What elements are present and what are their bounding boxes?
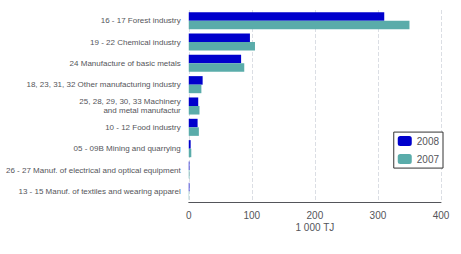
- svg-text:13 - 15 Manuf. of textiles and: 13 - 15 Manuf. of textiles and wearing a…: [18, 187, 181, 196]
- svg-text:100: 100: [243, 210, 260, 221]
- svg-text:05 - 09B Mining and quarrying: 05 - 09B Mining and quarrying: [74, 144, 181, 153]
- svg-text:and metal manufactur: and metal manufactur: [103, 106, 181, 115]
- svg-text:2008: 2008: [417, 136, 440, 147]
- svg-text:1 000 TJ: 1 000 TJ: [296, 222, 335, 233]
- svg-text:25, 28, 29, 30, 33 Machinery: 25, 28, 29, 30, 33 Machinery: [79, 97, 180, 106]
- svg-text:2007: 2007: [417, 154, 440, 165]
- svg-text:400: 400: [433, 210, 450, 221]
- svg-text:300: 300: [370, 210, 387, 221]
- svg-text:19 - 22 Chemical industry: 19 - 22 Chemical industry: [90, 38, 181, 47]
- svg-text:18, 23, 31, 32 Other manufactu: 18, 23, 31, 32 Other manufacturing indus…: [26, 80, 180, 89]
- svg-text:24 Manufacture of basic metals: 24 Manufacture of basic metals: [70, 59, 181, 68]
- svg-text:10 - 12 Food industry: 10 - 12 Food industry: [105, 123, 181, 132]
- svg-text:0: 0: [186, 210, 192, 221]
- svg-text:16 - 17 Forest industry: 16 - 17 Forest industry: [101, 16, 181, 25]
- svg-text:200: 200: [307, 210, 324, 221]
- svg-text:26 - 27 Manuf. of electrical a: 26 - 27 Manuf. of electrical and optical…: [6, 166, 182, 175]
